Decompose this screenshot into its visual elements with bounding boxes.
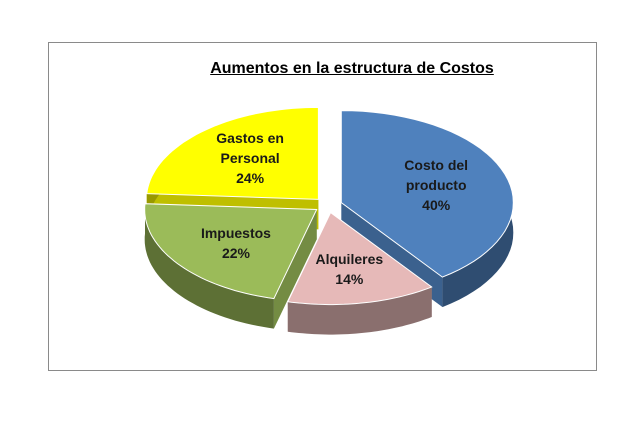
slice-label: Gastos en Personal 24% (198, 128, 302, 188)
value-label: 22% (221, 245, 250, 262)
slice-label: Alquileres 14% (297, 249, 401, 289)
category-label: Gastos en Personal (216, 129, 284, 166)
chart-title: Aumentos en la estructura de Costos (210, 60, 494, 77)
category-label: Alquileres (315, 250, 384, 267)
value-label: 40% (422, 196, 451, 213)
slice-side (144, 203, 274, 329)
slice-label: Impuestos 22% (184, 223, 288, 263)
slice (144, 203, 318, 300)
slice-label: Costo del producto 40% (384, 155, 488, 215)
slice-side (287, 287, 432, 335)
category-label: Costo del producto (404, 156, 469, 193)
slice (340, 110, 514, 278)
slice (287, 211, 433, 306)
category-label: Impuestos (200, 225, 271, 242)
value-label: 14% (335, 270, 364, 287)
chart-frame (48, 42, 597, 371)
value-label: 24% (236, 169, 265, 186)
slice-cut-face (273, 209, 317, 329)
slice (146, 106, 319, 200)
